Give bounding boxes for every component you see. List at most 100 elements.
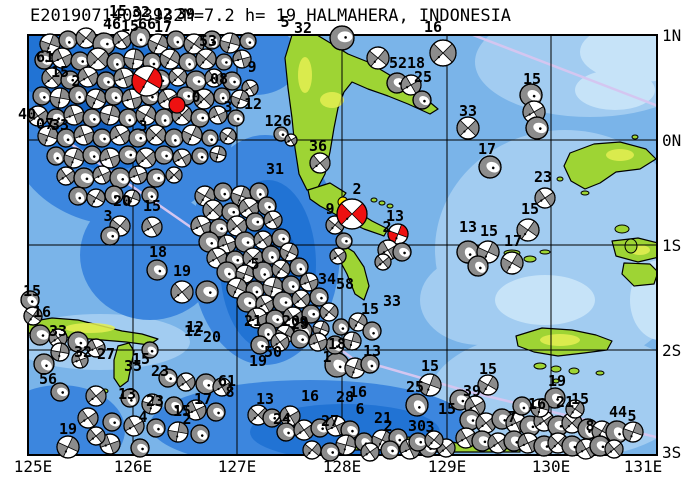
focal-mechanism: [120, 388, 140, 408]
focal-mechanism: [193, 88, 215, 110]
focal-mechanism: [46, 108, 66, 128]
land-obi-south: [621, 262, 657, 287]
focal-mechanism: [250, 335, 270, 355]
focal-mechanism: [348, 312, 368, 332]
focal-mechanism: [164, 128, 184, 148]
focal-mechanism: [512, 396, 532, 416]
focal-mechanism: [109, 167, 131, 189]
focal-mechanism: [344, 357, 366, 379]
depth-label: 33: [459, 102, 477, 120]
depth-label: 15: [523, 70, 541, 88]
land-highland: [65, 323, 115, 333]
focal-mechanism: [271, 259, 291, 279]
focal-mechanism: [202, 30, 222, 50]
focal-mechanism: [190, 424, 210, 444]
focal-mechanism: [77, 66, 99, 88]
depth-label: 33: [51, 116, 69, 134]
focal-mechanism-red: [387, 223, 409, 245]
focal-mechanism: [135, 147, 157, 169]
depth-label: 2: [382, 218, 391, 236]
depth-label: 6: [355, 400, 364, 418]
depth-label: 33: [49, 322, 67, 340]
focal-mechanism: [245, 212, 265, 232]
focal-mechanism: [164, 396, 184, 416]
depth-label: 25: [406, 378, 424, 396]
depth-label: 2: [383, 417, 392, 435]
focal-mechanism: [215, 53, 233, 71]
focal-mechanism: [270, 332, 290, 352]
focal-mechanism: [362, 321, 382, 341]
focal-mechanism: [227, 109, 245, 127]
focal-mechanism: [335, 434, 357, 456]
focal-mechanism: [194, 185, 216, 207]
focal-mechanism: [290, 329, 310, 349]
islet: [552, 378, 560, 384]
focal-mechanism: [82, 145, 102, 165]
focal-mechanism: [408, 432, 428, 452]
focal-mechanism: [380, 440, 400, 460]
depth-label: 5: [280, 13, 289, 31]
focal-mechanism: [60, 70, 80, 90]
focal-mechanism: [85, 88, 107, 110]
focal-mechanism: [50, 382, 70, 402]
focal-mechanism: [530, 398, 550, 418]
depth-label: 8: [585, 417, 594, 435]
focal-mechanism: [232, 49, 252, 69]
depth-label: 23: [146, 392, 164, 410]
depth-label: 25: [414, 68, 432, 86]
focal-mechanism: [213, 182, 233, 202]
islet: [624, 238, 638, 254]
focal-mechanism: [236, 291, 258, 313]
depth-label: 15: [571, 390, 589, 408]
focal-mechanism: [209, 218, 229, 238]
focal-mechanism: [319, 302, 339, 322]
focal-mechanism: [185, 70, 207, 92]
focal-mechanism: [500, 251, 524, 275]
focal-mechanism: [154, 145, 174, 165]
beachball-layer: [20, 25, 644, 462]
focal-mechanism: [146, 418, 166, 438]
depth-label: 23: [151, 362, 169, 380]
focal-mechanism: [252, 261, 274, 283]
focal-mechanism: [37, 125, 59, 147]
focal-mechanism: [58, 30, 78, 50]
focal-mechanism: [20, 290, 40, 310]
islet: [386, 203, 394, 209]
depth-label: 33: [383, 292, 401, 310]
focal-mechanism: [467, 255, 489, 277]
depth-label: 0: [191, 88, 200, 106]
depth-label: 18: [328, 335, 346, 353]
depth-label: 3: [103, 207, 112, 225]
focal-mechanism: [360, 442, 380, 462]
depth-label: 58: [336, 275, 354, 293]
focal-mechanism: [99, 147, 121, 169]
focal-mechanism: [51, 47, 73, 69]
x-axis-label: 128E: [323, 457, 362, 476]
y-axis-label: 1S: [662, 236, 681, 255]
focal-mechanism: [212, 377, 232, 397]
focal-mechanism: [226, 215, 248, 237]
depth-label: 24: [273, 410, 291, 428]
islet: [370, 197, 378, 203]
focal-mechanism: [308, 332, 328, 352]
depth-label: 66: [138, 15, 156, 33]
depth-label: 07: [36, 115, 54, 133]
focal-mechanism: [604, 439, 624, 459]
depth-label: 5: [250, 255, 259, 273]
depth-label: 15: [51, 63, 69, 81]
depth-label: 3: [425, 418, 434, 436]
y-axis-label: 0N: [662, 131, 681, 150]
focal-mechanism: [129, 26, 151, 48]
focal-mechanism: [128, 165, 148, 185]
depth-label: 19: [548, 372, 566, 390]
focal-mechanism: [128, 128, 148, 148]
depth-label: 27: [97, 345, 115, 363]
depth-label: 12: [186, 318, 204, 336]
focal-mechanism: [191, 147, 209, 165]
focal-mechanism: [96, 71, 116, 91]
focal-mechanism: [471, 430, 493, 452]
depth-label: 15: [143, 197, 161, 215]
depth-label: 17: [478, 140, 496, 158]
focal-mechanism: [181, 124, 203, 146]
